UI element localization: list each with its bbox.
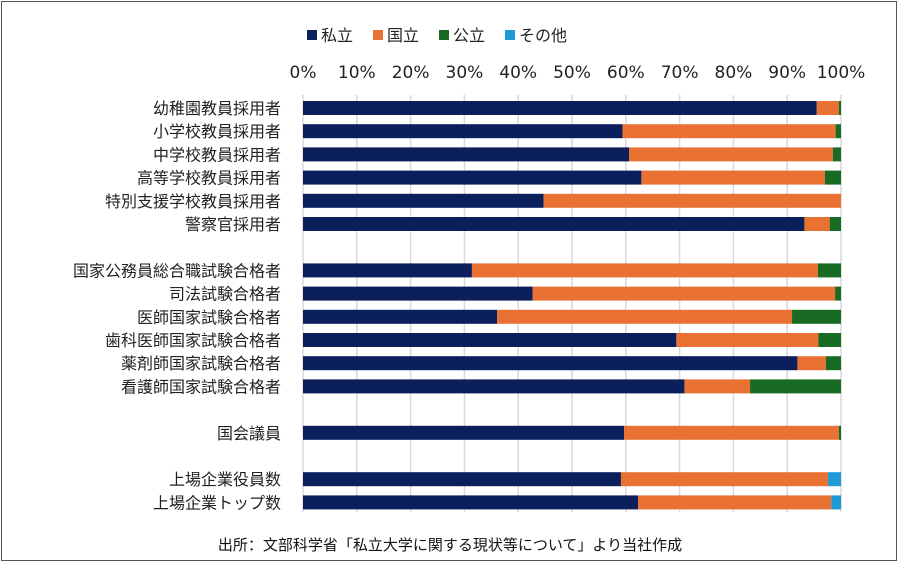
x-tick-label: 30%	[446, 63, 484, 83]
category-label: 警察官採用者	[185, 215, 281, 234]
bar-segment-private	[303, 101, 817, 115]
category-label: 司法試験合格者	[169, 285, 281, 304]
category-label: 上場企業役員数	[169, 470, 281, 489]
x-tick-label: 60%	[607, 63, 645, 83]
bar-segment-national	[797, 356, 826, 371]
bar-segment-national	[497, 309, 793, 324]
category-label: 国会議員	[217, 424, 281, 443]
bar-segment-private	[303, 263, 472, 278]
bar-segment-national	[684, 379, 751, 394]
bar-segment-public	[838, 425, 841, 440]
category-label: 国家公務員総合職試験合格者	[73, 261, 281, 280]
x-tick-label: 40%	[499, 63, 537, 83]
bar-segment-private	[303, 472, 621, 487]
bar-segment-national	[629, 147, 833, 162]
bar-segment-public	[829, 217, 841, 231]
legend-swatch	[439, 30, 449, 40]
category-label: 高等学校教員採用者	[137, 169, 281, 188]
bar-segment-national	[471, 263, 818, 278]
x-tick-label: 20%	[392, 63, 430, 83]
bar-segment-national	[532, 286, 836, 301]
bar-segment-private	[303, 124, 623, 139]
bar-segment-national	[638, 495, 832, 510]
category-label: 医師国家試験合格者	[137, 308, 281, 327]
bar-segment-public	[750, 379, 841, 394]
x-tick-label: 50%	[553, 63, 591, 83]
category-label: 小学校教員採用者	[153, 122, 281, 141]
legend-label: 公立	[453, 26, 485, 45]
bar-segment-public	[838, 101, 841, 115]
category-label: 歯科医師国家試験合格者	[105, 331, 281, 350]
bar-segment-private	[303, 425, 625, 440]
bar-segment-other	[831, 495, 841, 510]
category-label: 幼稚園教員採用者	[153, 99, 281, 118]
category-label: 特別支援学校教員採用者	[105, 192, 281, 211]
legend-label: 国立	[387, 26, 419, 45]
bar-segment-private	[303, 193, 544, 208]
x-tick-label: 0%	[290, 63, 317, 83]
bar-segment-national	[620, 472, 829, 487]
bar-segment-private	[303, 217, 805, 231]
bar-segment-public	[835, 286, 841, 301]
bar-segment-private	[303, 495, 639, 510]
bar-segment-private	[303, 333, 677, 347]
bar-segment-public	[824, 170, 841, 185]
x-tick-label: 10%	[338, 63, 376, 83]
bar-segment-national	[676, 333, 819, 347]
bar-segment-other	[828, 472, 841, 487]
bar-segment-public	[818, 333, 841, 347]
bar-segment-national	[622, 124, 836, 139]
bar-segment-private	[303, 309, 498, 324]
category-label: 中学校教員採用者	[153, 145, 281, 164]
x-tick-label: 90%	[768, 63, 806, 83]
bar-segment-public	[817, 263, 841, 278]
bar-segment-private	[303, 170, 642, 185]
x-tick-label: 70%	[661, 63, 699, 83]
category-label: 薬剤師国家試験合格者	[121, 354, 281, 373]
legend-label: その他	[519, 26, 567, 45]
legend-swatch	[307, 30, 317, 40]
bar-segment-national	[624, 425, 839, 440]
bar-segment-national	[804, 217, 830, 231]
x-tick-label: 80%	[715, 63, 753, 83]
bar-segment-national	[641, 170, 825, 185]
x-tick-label: 100%	[817, 63, 866, 83]
category-label: 看護師国家試験合格者	[121, 377, 281, 396]
bar-segment-public	[792, 309, 841, 324]
legend-swatch	[373, 30, 383, 40]
bar-segment-public	[832, 147, 841, 162]
category-label: 上場企業トップ数	[153, 493, 281, 512]
bar-segment-national	[816, 101, 839, 115]
legend-label: 私立	[321, 26, 353, 45]
bar-segment-private	[303, 147, 630, 162]
source-note: 出所：文部科学省「私立大学に関する現状等について」より当社作成	[217, 536, 683, 554]
legend-swatch	[505, 30, 515, 40]
bar-segment-private	[303, 379, 685, 394]
bar-segment-public	[835, 124, 841, 139]
bar-segment-private	[303, 356, 798, 371]
bar-segment-public	[825, 356, 841, 371]
bar-segment-private	[303, 286, 533, 301]
bar-segment-national	[543, 193, 841, 208]
